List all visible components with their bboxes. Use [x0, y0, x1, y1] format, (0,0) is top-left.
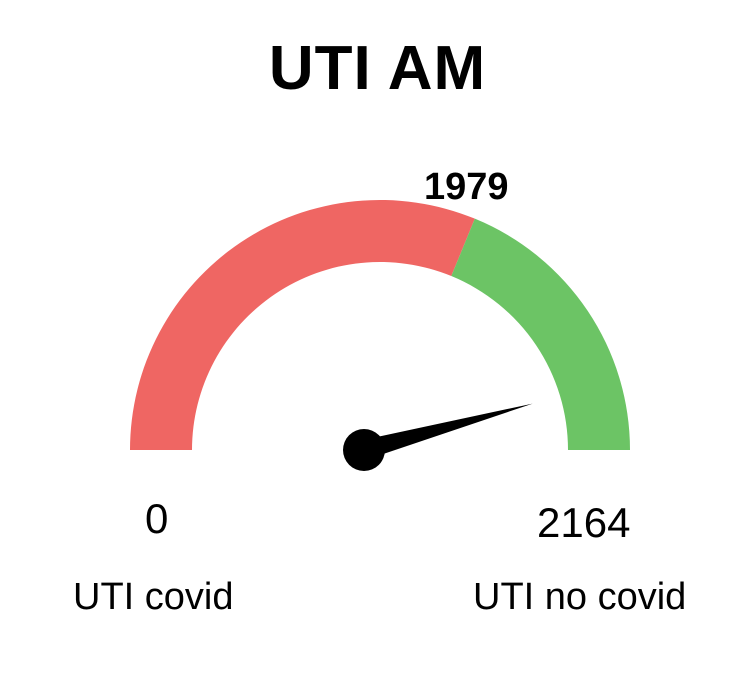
- needle-hub: [343, 429, 385, 471]
- gauge-max-caption: UTI no covid: [473, 576, 687, 618]
- gauge-segments: [130, 200, 630, 450]
- chart-title: UTI AM: [268, 34, 487, 103]
- gauge-segment-1: [130, 200, 475, 450]
- gauge-min-label: 0: [145, 495, 169, 542]
- gauge-value-label: 1979: [424, 166, 509, 208]
- gauge-segment-2: [451, 218, 630, 450]
- gauge-min-caption: UTI covid: [73, 576, 234, 618]
- needle-pointer: [361, 403, 533, 460]
- gauge-max-label: 2164: [537, 499, 631, 546]
- gauge-needle: [343, 403, 533, 471]
